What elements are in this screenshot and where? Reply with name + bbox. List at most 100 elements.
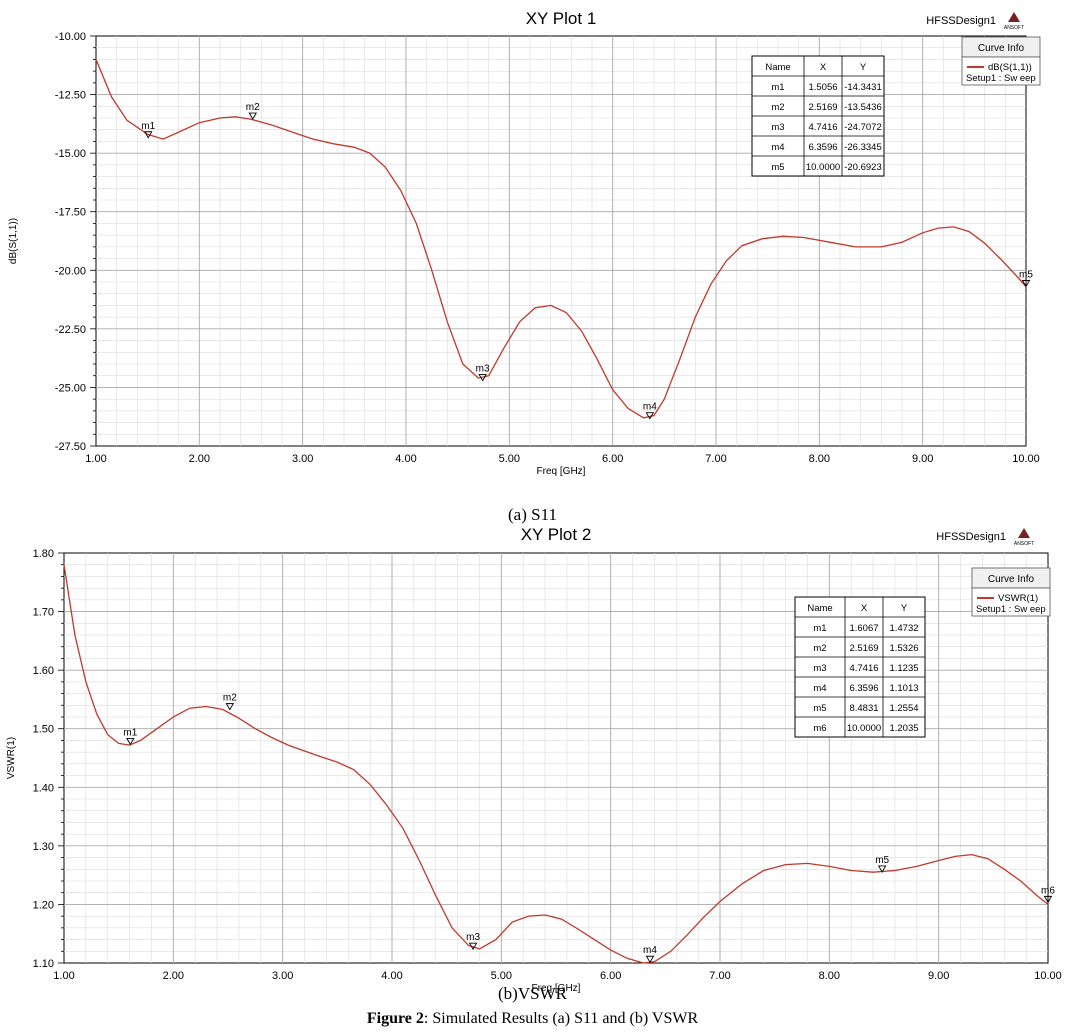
series-line [63,564,1049,964]
table-cell: 4.7416 [849,663,878,674]
table-cell: 1.6067 [849,623,878,634]
y-tick-label: -27.50 [55,441,86,453]
chart-2: XY Plot 2 HFSSDesign1 ANSOFT 1.00 2.00 3.00 4.… [6,525,1062,994]
y-tick-label: -25.00 [55,382,86,394]
table-cell: 1.5056 [808,82,837,93]
x-tick-label: 10.00 [1012,453,1040,465]
y-tick-label: -20.00 [55,265,86,277]
y-tick-label: 1.80 [33,548,54,560]
figure-label: Figure 2 [366,1010,424,1027]
x-tick-label: 1.00 [85,453,106,465]
table-cell: -14.3431 [844,82,882,93]
marker-m3: m3 [476,364,490,382]
y-tick-label: 1.10 [33,958,54,970]
marker-triangle-icon [248,112,258,120]
y-axis-label: dB(S(1,1)) [8,218,19,264]
y-tick-label: -10.00 [55,31,86,43]
table-header: X [861,603,868,614]
table-cell: 4.7416 [808,122,837,133]
table-cell: m2 [771,102,784,113]
table-cell: 8.4831 [849,703,878,714]
x-tick-label: 3.00 [292,453,313,465]
marker-m1: m1 [123,727,138,746]
marker-label: m6 [1041,885,1055,896]
y-tick-label: 1.70 [33,607,54,619]
x-tick-label: 5.00 [491,970,512,982]
marker-label: m2 [246,102,260,113]
ansoft-logo-icon: ANSOFT [1004,12,1024,31]
table-cell: 2.5169 [808,102,837,113]
table-header: Y [901,603,908,614]
ansoft-logo-text: ANSOFT [1004,25,1024,31]
y-tick-label: -22.50 [55,324,86,336]
marker-triangle-icon [1043,895,1053,904]
marker-triangle-icon [225,703,235,711]
marker-triangle-icon [1021,280,1031,288]
table-cell: m3 [813,663,826,674]
curve-info-legend: Curve Info VSWR(1)Setup1 : Sw eep [971,567,1051,617]
table-cell: 10.0000 [847,723,881,734]
legend-trace-name: VSWR(1) [998,593,1038,604]
x-tick-label: 6.00 [602,453,623,465]
x-tick-label: 4.00 [395,453,416,465]
marker-table: Name X Ym1 1.5056 -14.3431 m2 2.5169 -13.5436 m3… [751,55,885,177]
marker-label: m2 [223,693,237,704]
ansoft-logo-icon: ANSOFT [1014,528,1034,547]
y-axis-label: VSWR(1) [6,737,17,779]
table-cell: m1 [771,82,784,93]
x-tick-label: 9.00 [912,453,933,465]
marker-label: m4 [643,402,657,413]
chart-title: XY Plot 1 [526,9,597,28]
marker-triangle-icon [645,412,655,420]
marker-m5: m5 [875,855,890,873]
marker-m5: m5 [1019,270,1033,288]
table-cell: -20.6923 [844,162,882,173]
caption-b: (b)VSWR [498,984,567,1003]
y-tick-label: -17.50 [55,207,86,219]
table-cell: -24.7072 [844,122,882,133]
legend-setup: Setup1 : Sw eep [976,604,1046,615]
y-tick-label: 1.40 [33,782,54,794]
y-tick-label: -15.00 [55,148,86,160]
table-cell: m5 [771,162,784,173]
marker-label: m5 [875,855,889,866]
marker-triangle-icon [478,374,487,382]
x-tick-label: 10.00 [1034,970,1062,982]
table-cell: m2 [813,643,826,654]
table-cell: -13.5436 [844,102,882,113]
table-cell: 6.3596 [808,142,837,153]
marker-label: m5 [1019,270,1033,281]
table-cell: m3 [771,122,784,133]
table-cell: -26.3345 [844,142,882,153]
table-header: Y [860,62,867,73]
marker-table: Name X Ym1 1.6067 1.4732 m2 2.5169 1.5326 m3 4.74… [794,596,926,738]
design-name: HFSSDesign1 [926,15,996,27]
x-tick-label: 8.00 [819,970,840,982]
curve-info-title: Curve Info [978,43,1025,54]
table-cell: 2.5169 [849,643,878,654]
marker-m1: m1 [141,121,156,139]
marker-m6: m6 [1041,885,1055,904]
marker-triangle-icon [126,737,135,746]
marker-triangle-icon [877,865,887,873]
marker-triangle-icon [645,955,655,964]
chart-title: XY Plot 2 [521,525,592,544]
curve-info-title: Curve Info [988,574,1035,585]
figure-caption: Figure 2: Simulated Results (a) S11 and … [0,1010,1065,1028]
marker-label: m3 [476,364,490,375]
marker-triangle-icon [143,131,153,139]
x-tick-label: 2.00 [189,453,210,465]
table-cell: m1 [813,623,826,634]
x-tick-label: 8.00 [809,453,830,465]
legend-setup: Setup1 : Sw eep [966,73,1036,84]
ansoft-logo-text: ANSOFT [1014,541,1034,547]
table-cell: 1.2554 [889,703,918,714]
table-header: Name [765,62,790,73]
table-header: Name [807,603,832,614]
table-cell: m4 [771,142,784,153]
marker-m4: m4 [643,402,657,420]
marker-label: m1 [141,121,155,132]
y-tick-label: 1.50 [33,724,54,736]
y-tick-label: 1.60 [33,665,54,677]
